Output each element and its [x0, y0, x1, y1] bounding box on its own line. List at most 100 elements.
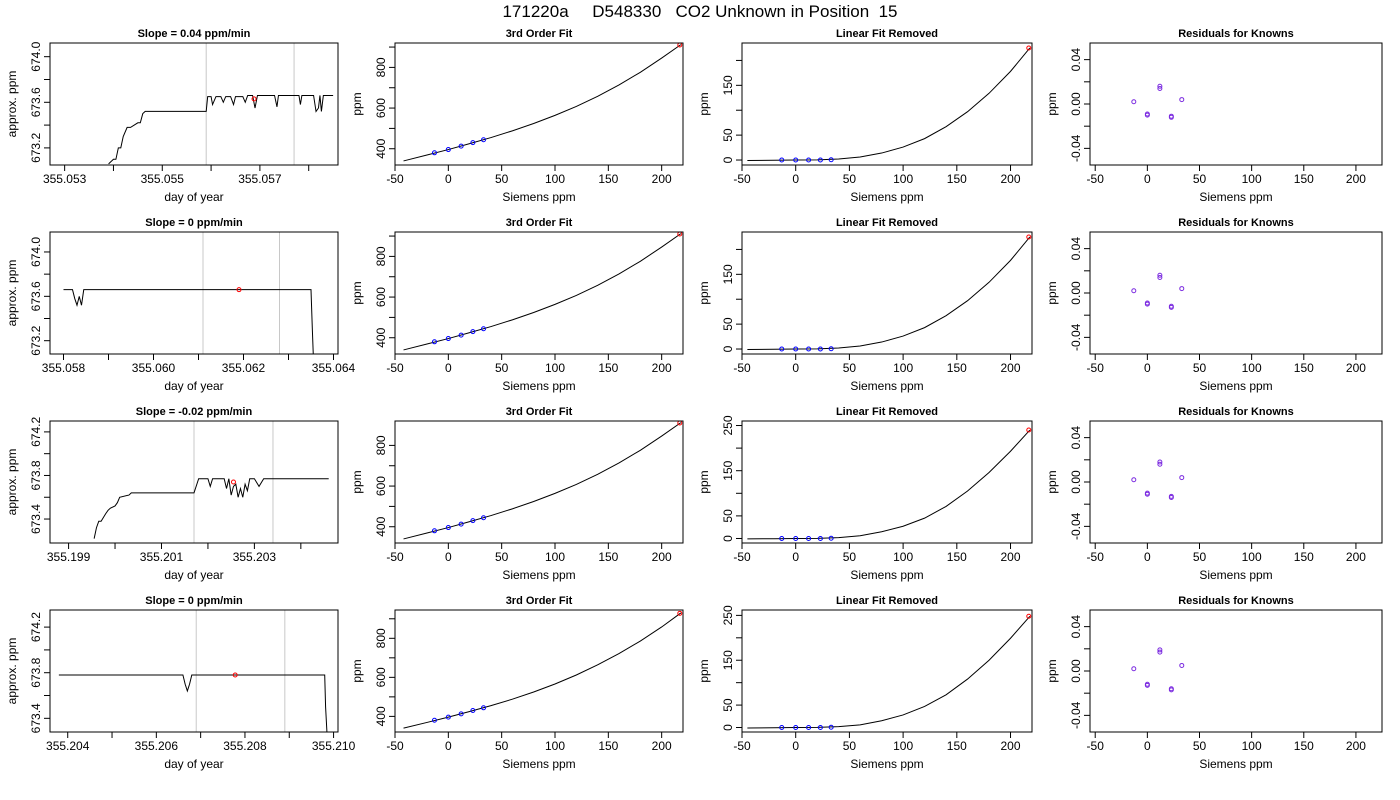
data-point	[779, 725, 785, 731]
data-point	[1144, 490, 1150, 496]
chart-title: Linear Fit Removed	[836, 595, 938, 607]
y-tick-label: 0.00	[1069, 281, 1083, 305]
x-tick-label: 50	[1193, 361, 1207, 375]
x-tick-label: 355.199	[47, 550, 91, 564]
y-tick-label: 600	[374, 667, 388, 687]
x-tick-label: 355.058	[42, 361, 86, 375]
x-tick-label: -50	[733, 172, 751, 186]
y-tick-label: 50	[721, 509, 735, 523]
data-point	[481, 705, 487, 711]
x-tick-label: 355.053	[43, 172, 87, 186]
x-tick-label: -50	[386, 739, 404, 753]
y-tick-label: 673.8	[29, 657, 43, 687]
data-point	[1144, 681, 1150, 687]
y-tick-label: 673.8	[29, 460, 43, 490]
series-line	[403, 44, 682, 162]
x-tick-label: 150	[598, 550, 618, 564]
chart-title: 3rd Order Fit	[506, 28, 573, 40]
data-point	[1144, 111, 1150, 117]
data-point	[806, 346, 812, 352]
data-point	[481, 515, 487, 521]
y-tick-label: 674.2	[29, 612, 43, 642]
data-point	[806, 725, 812, 731]
x-tick-label: 355.204	[46, 739, 90, 753]
x-axis-label: day of year	[164, 379, 223, 393]
y-tick-label: 400	[374, 516, 388, 536]
data-point	[1026, 613, 1032, 619]
x-tick-label: -50	[733, 550, 751, 564]
data-point	[230, 479, 236, 485]
data-point	[445, 147, 451, 153]
chart-panel-2-3: -50 0 50 100 150 200 -0.04 0.00 0.04 Residuals fo…	[1045, 406, 1383, 582]
y-axis-label: approx. ppm	[5, 260, 19, 327]
x-tick-label: 100	[893, 172, 913, 186]
x-tick-label: 200	[1001, 739, 1021, 753]
x-tick-label: 200	[1001, 361, 1021, 375]
data-point	[458, 711, 464, 717]
chart-panel-2-0: 355.199 355.201 355.203 673.4 673.8 674.2 Slop…	[5, 406, 339, 582]
x-tick-label: 150	[1294, 361, 1314, 375]
data-point	[817, 725, 823, 731]
data-point	[1179, 286, 1185, 292]
data-point	[828, 535, 834, 541]
x-tick-label: 355.203	[233, 550, 277, 564]
chart-panel-0-1: -50 0 50 100 150 200 400 600 800 3rd Order Fit Sie…	[350, 28, 684, 204]
data-point	[1168, 493, 1174, 499]
y-tick-label: 250	[721, 415, 735, 435]
data-point	[232, 672, 238, 678]
data-point	[1168, 303, 1174, 309]
series-line	[747, 47, 1031, 162]
x-axis-label: Siemens ppm	[850, 568, 923, 582]
y-tick-label: 0	[721, 156, 735, 163]
x-tick-label: 50	[495, 361, 509, 375]
data-point	[470, 518, 476, 524]
x-axis-label: Siemens ppm	[502, 757, 575, 771]
y-tick-label: 0	[721, 724, 735, 731]
y-tick-label: 673.4	[29, 504, 43, 534]
y-axis-label: ppm	[350, 92, 364, 115]
y-tick-label: 673.6	[29, 281, 43, 311]
y-tick-label: 0.00	[1069, 470, 1083, 494]
series-line	[747, 429, 1031, 540]
data-point	[828, 724, 834, 730]
x-tick-label: 150	[947, 739, 967, 753]
y-tick-label: 674.0	[29, 41, 43, 71]
data-point	[1131, 99, 1137, 105]
y-axis-label: ppm	[697, 281, 711, 304]
data-point	[1168, 686, 1174, 692]
chart-panel-2-2: -50 0 50 100 150 200 0 50 150 250 Linear Fit Remov…	[697, 406, 1033, 582]
x-tick-label: 100	[893, 361, 913, 375]
data-point	[1157, 272, 1163, 278]
x-tick-label: 0	[792, 550, 799, 564]
x-tick-label: 0	[1144, 172, 1151, 186]
x-tick-label: 355.206	[135, 739, 179, 753]
y-tick-label: 150	[721, 75, 735, 95]
x-tick-label: 100	[1242, 550, 1262, 564]
x-tick-label: 50	[495, 550, 509, 564]
y-axis-label: ppm	[1045, 470, 1059, 493]
y-tick-label: 673.2	[29, 325, 43, 355]
x-tick-label: 0	[445, 172, 452, 186]
data-point	[677, 610, 683, 616]
chart-panel-1-3: -50 0 50 100 150 200 -0.04 0.00 0.04 Residuals fo…	[1045, 217, 1383, 393]
chart-title: Linear Fit Removed	[836, 217, 938, 229]
y-tick-label: 673.6	[29, 87, 43, 117]
x-tick-label: 50	[495, 172, 509, 186]
x-tick-label: 50	[1193, 550, 1207, 564]
chart-title: Slope = 0.04 ppm/min	[138, 28, 251, 40]
y-axis-label: ppm	[697, 659, 711, 682]
data-point	[806, 157, 812, 163]
chart-panel-1-0: 355.058 355.060 355.062 355.064 673.2 673.6 67…	[5, 217, 356, 393]
data-point	[458, 332, 464, 338]
x-tick-label: 50	[843, 550, 857, 564]
plot-frame	[741, 609, 1033, 733]
x-tick-label: 200	[1346, 172, 1366, 186]
x-tick-label: 0	[1144, 550, 1151, 564]
x-axis-label: Siemens ppm	[502, 568, 575, 582]
chart-title: 3rd Order Fit	[506, 595, 573, 607]
data-point	[828, 157, 834, 163]
data-point	[817, 535, 823, 541]
data-point	[828, 346, 834, 352]
x-tick-label: 150	[947, 361, 967, 375]
